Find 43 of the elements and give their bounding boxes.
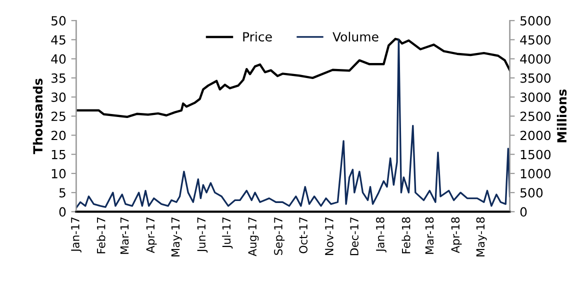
x-tick-label: May-18 xyxy=(476,217,487,256)
x-tick-label: Apr-17 xyxy=(146,217,157,254)
y-tick-label: 25 xyxy=(51,112,66,122)
y2-tick-label: 1500 xyxy=(520,150,551,160)
y-tick-label: 0 xyxy=(59,207,66,217)
y-tick-label: 35 xyxy=(52,73,66,83)
x-tick-label: Aug-17 xyxy=(248,217,259,256)
y-tick-label: 45 xyxy=(51,35,66,45)
y2-tick-label: 500 xyxy=(520,188,543,198)
x-tick-label: Nov-17 xyxy=(325,217,334,255)
x-tick-label: Feb-17 xyxy=(96,217,106,254)
y-tick-label: 30 xyxy=(52,92,66,102)
y-tick-label: 15 xyxy=(52,150,66,160)
x-tick-label: Oct-17 xyxy=(299,217,308,254)
y-tick-label: 50 xyxy=(52,16,66,26)
y2-tick-label: 2500 xyxy=(520,112,551,122)
y2-tick-label: 5000 xyxy=(520,16,551,26)
x-tick-label: Sep-17 xyxy=(274,217,285,255)
y2-tick-label: 1000 xyxy=(520,168,551,178)
y-tick-label: 40 xyxy=(51,54,66,64)
x-tick-label: Jul-17 xyxy=(222,217,233,249)
legend-label: Volume xyxy=(332,32,378,42)
y2-tick-label: 2000 xyxy=(520,130,551,140)
y2-tick-label: 4000 xyxy=(520,54,551,64)
y2-tick-label: 3500 xyxy=(520,73,551,83)
y-axis-title: Thousands xyxy=(32,78,43,154)
y2-tick-label: 3000 xyxy=(520,92,551,102)
x-tick-label: Jan-18 xyxy=(376,217,386,252)
x-tick-label: Jun-17 xyxy=(197,217,208,253)
y-tick-label: 5 xyxy=(59,188,66,198)
x-tick-label: Apr-18 xyxy=(451,217,462,254)
y2-axis-title: Millions xyxy=(556,89,567,142)
legend-label: Price xyxy=(243,32,272,42)
x-tick-label: Jan-17 xyxy=(71,217,82,252)
y2-tick-label: 0 xyxy=(520,207,527,217)
x-tick-label: Feb-18 xyxy=(402,217,410,254)
x-tick-label: Mar-18 xyxy=(425,217,434,254)
y2-tick-label: 4500 xyxy=(520,35,551,45)
x-tick-label: May-17 xyxy=(171,217,182,256)
x-tick-label: Mar-17 xyxy=(120,217,129,254)
y-tick-label: 20 xyxy=(51,130,66,140)
x-tick-label: Dec-17 xyxy=(350,217,358,256)
y-tick-label: 10 xyxy=(52,168,66,178)
